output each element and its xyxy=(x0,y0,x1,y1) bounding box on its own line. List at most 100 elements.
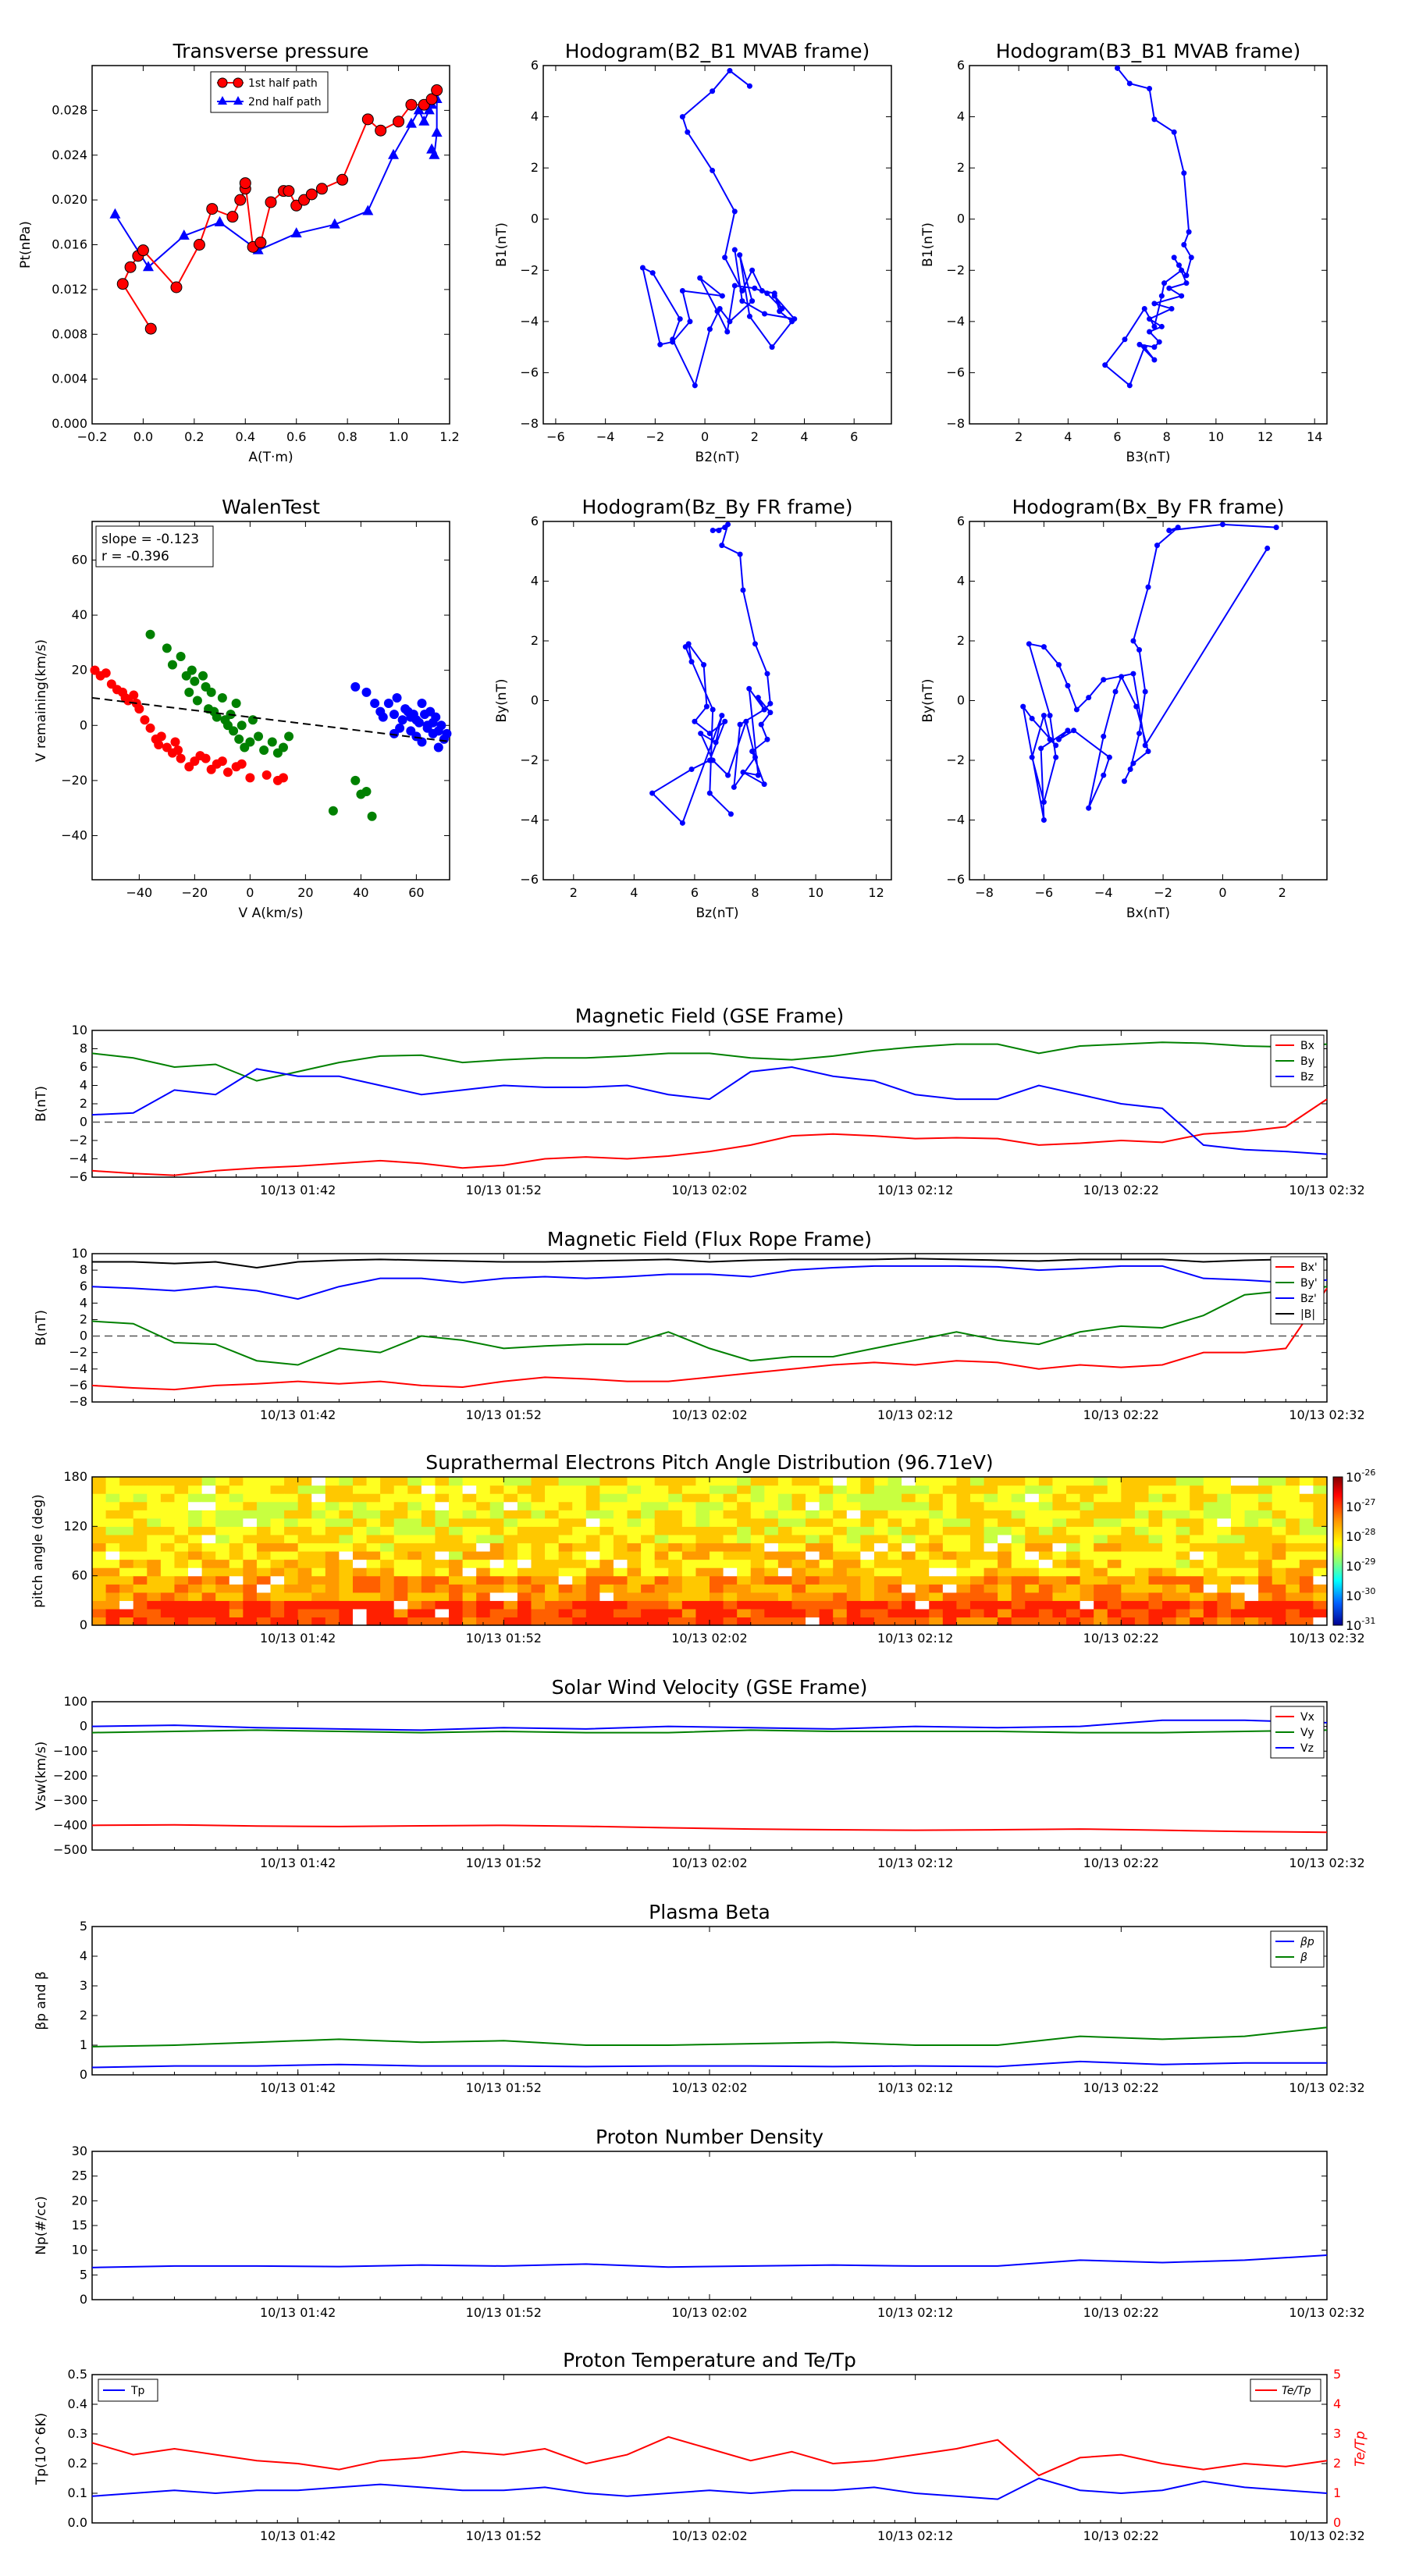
mag_gse-title: Magnetic Field (GSE Frame) xyxy=(575,1005,844,1027)
vsw-xtick-label: 10/13 02:12 xyxy=(877,1856,953,1870)
pad-cell xyxy=(860,1510,875,1519)
pad-cell xyxy=(133,1567,148,1577)
pad-cell xyxy=(819,1608,834,1618)
pad-cell xyxy=(1190,1510,1204,1519)
pad-cell xyxy=(1258,1501,1273,1510)
pad-cell xyxy=(1299,1493,1314,1503)
pad-cell xyxy=(119,1542,134,1552)
pad-xtick-label: 10/13 01:42 xyxy=(260,1631,336,1646)
pad-cell xyxy=(1011,1551,1026,1560)
pad-cell xyxy=(1080,1608,1094,1618)
hodo_bxby-xlabel: Bx(nT) xyxy=(1126,906,1170,921)
pad-cell xyxy=(1272,1485,1286,1494)
pad-cell xyxy=(1094,1592,1108,1601)
pad-cell xyxy=(984,1567,998,1577)
walen-green-point xyxy=(206,687,216,697)
pad-cell xyxy=(188,1526,203,1535)
pad-cell xyxy=(984,1493,998,1503)
transverse-2nd-point xyxy=(109,208,121,219)
tp-ylabel-right: Te/Tp xyxy=(1353,2431,1368,2467)
pad-cell xyxy=(297,1551,312,1560)
hodo_bzby-ytick-label: 6 xyxy=(531,514,539,528)
pad-cell xyxy=(1299,1485,1314,1494)
hodo_bxby-trace-point xyxy=(1047,713,1053,719)
pad-cell xyxy=(873,1477,889,1486)
pad-cell xyxy=(572,1477,587,1486)
pad-cell xyxy=(1025,1542,1040,1552)
tp-right-tick-label: 2 xyxy=(1333,2456,1341,2471)
pad-cell xyxy=(1134,1517,1150,1527)
pad-cell xyxy=(873,1584,889,1593)
pad-cell xyxy=(105,1542,120,1552)
pad-cell xyxy=(846,1493,861,1503)
walen-green-point xyxy=(167,660,177,670)
pad-cell xyxy=(819,1534,834,1544)
pad-cell xyxy=(92,1510,107,1519)
pad-cell xyxy=(201,1501,216,1510)
pad-cell xyxy=(641,1501,656,1510)
pad-cell xyxy=(339,1526,354,1535)
beta-xtick-label: 10/13 02:02 xyxy=(671,2080,747,2095)
pad-cell xyxy=(599,1592,614,1601)
pad-cell xyxy=(325,1551,340,1560)
pad-cell xyxy=(339,1542,354,1552)
hodo_bzby-trace-point xyxy=(746,685,752,692)
pad-cell xyxy=(1313,1485,1328,1494)
pad-cell xyxy=(92,1534,107,1544)
pad-cell xyxy=(229,1526,244,1535)
pad-cell xyxy=(873,1534,889,1544)
pad-cell xyxy=(435,1608,450,1618)
pad-cell xyxy=(407,1584,422,1593)
pad-cell xyxy=(873,1600,889,1610)
transverse-ytick-label: 0.016 xyxy=(52,237,87,252)
transverse-2nd-point xyxy=(426,143,438,154)
pad-colorbar xyxy=(1332,1476,1343,1626)
pad-cell xyxy=(489,1559,504,1568)
pad-cell xyxy=(695,1575,710,1585)
transverse-1st-point xyxy=(170,281,183,294)
pad-cell xyxy=(174,1617,189,1626)
pad-cell xyxy=(1038,1592,1054,1601)
pad-cell xyxy=(627,1559,642,1568)
legend-1st-marker xyxy=(217,77,228,88)
pad-cell xyxy=(969,1551,985,1560)
walen-red-point xyxy=(173,745,183,756)
walen-blue-point xyxy=(378,712,388,722)
vsw-legend-label: Vz xyxy=(1300,1742,1314,1755)
walen-green-point xyxy=(217,692,227,703)
pad-cell xyxy=(1162,1526,1177,1535)
pad-cell xyxy=(764,1600,779,1610)
pad-cell xyxy=(1025,1551,1040,1560)
pad-cell xyxy=(1107,1542,1122,1552)
pad-cell xyxy=(942,1517,957,1527)
pad-cell xyxy=(215,1551,230,1560)
pad-cell xyxy=(1038,1477,1054,1486)
hodo_bxby-trace-point xyxy=(1101,772,1107,778)
hodo_b2b1-trace-point xyxy=(685,129,691,135)
mag_gse-legend-label: Bx xyxy=(1300,1040,1314,1052)
pad-cell xyxy=(710,1551,724,1560)
pad-cell xyxy=(846,1501,861,1510)
pad-cell xyxy=(476,1501,491,1510)
pad-cell xyxy=(270,1534,285,1544)
pad-cell xyxy=(462,1534,477,1544)
pad-cell xyxy=(270,1477,285,1486)
np-ytick-label: 15 xyxy=(72,2218,87,2233)
transverse-2nd-point xyxy=(388,148,400,159)
pad-cell xyxy=(531,1510,546,1519)
pad-cell xyxy=(956,1575,971,1585)
pad-cell xyxy=(160,1493,176,1503)
pad-cell xyxy=(325,1485,340,1494)
pad-cell xyxy=(969,1600,985,1610)
pad-cell xyxy=(215,1542,230,1552)
pad-cell xyxy=(1066,1600,1081,1610)
pad-cell xyxy=(380,1575,395,1585)
pad-cell xyxy=(311,1600,326,1610)
pad-cell xyxy=(517,1526,532,1535)
pad-cell xyxy=(641,1608,656,1618)
pad-cell xyxy=(984,1534,998,1544)
pad-cell xyxy=(750,1510,765,1519)
pad-cell xyxy=(969,1559,985,1568)
pad-ytick-label: 120 xyxy=(63,1518,87,1533)
pad-cell xyxy=(105,1493,120,1503)
